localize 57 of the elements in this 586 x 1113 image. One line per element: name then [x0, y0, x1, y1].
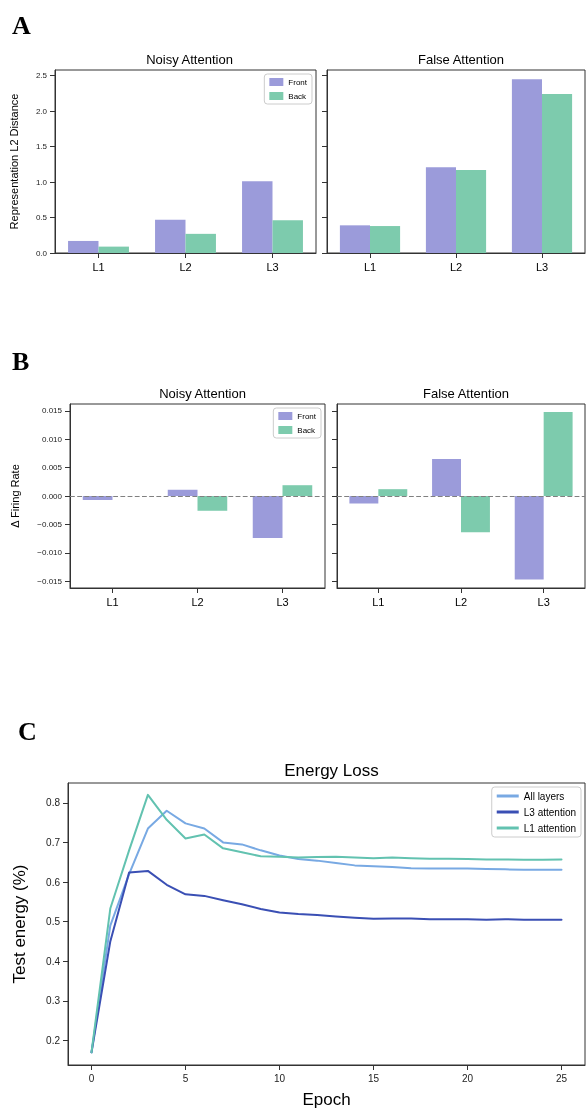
y-axis-title: Test energy (%)	[10, 864, 29, 984]
x-tick-label: 0	[88, 1072, 95, 1084]
y-tick-label: 0.3	[46, 995, 61, 1007]
chart-title: Noisy Attention	[159, 386, 246, 401]
y-tick-label: 0.000	[41, 491, 63, 501]
y-tick-label: 1.5	[35, 142, 48, 152]
x-tick-label: L3	[537, 595, 550, 608]
y-tick-label: −0.005	[37, 519, 63, 529]
chart-title: Energy Loss	[284, 761, 379, 780]
legend-label: Front	[297, 411, 317, 421]
legend-label: Front	[288, 77, 308, 87]
y-tick-label: 0.015	[41, 406, 63, 416]
x-tick-label: L1	[363, 260, 377, 273]
x-tick-label: L2	[191, 595, 204, 608]
y-tick-label: 0.7	[46, 836, 61, 848]
y-tick-label: 1.0	[35, 177, 48, 187]
text: A	[12, 10, 31, 40]
y-tick-label: 0.5	[46, 916, 61, 928]
text: B	[12, 346, 30, 376]
x-tick-label: L2	[449, 260, 463, 273]
x-tick-label: L1	[372, 595, 385, 608]
y-axis-title: Representation L2 Distance	[7, 93, 20, 230]
y-tick-label: 0.5	[35, 213, 48, 223]
x-tick-label: L3	[276, 595, 289, 608]
y-tick-label: −0.015	[37, 576, 63, 586]
x-tick-label: L1	[92, 260, 105, 273]
x-tick-label: L2	[454, 595, 468, 608]
y-tick-label: 0.4	[46, 955, 61, 967]
y-tick-label: 0.8	[46, 797, 61, 809]
x-tick-label: 10	[273, 1072, 286, 1084]
legend-label: Back	[297, 425, 317, 435]
text: C	[18, 716, 37, 746]
y-tick-label: 0.005	[41, 463, 63, 473]
chart-title: False Attention	[418, 52, 504, 67]
y-tick-label: 2.5	[35, 71, 48, 81]
x-tick-label: 20	[461, 1072, 474, 1084]
x-tick-label: L3	[266, 260, 279, 273]
y-tick-label: −0.010	[37, 548, 63, 558]
y-tick-label: 0.010	[41, 434, 63, 444]
y-tick-label: 0.0	[35, 248, 48, 258]
legend-label: All layers	[523, 790, 565, 802]
y-tick-label: 0.2	[46, 1034, 61, 1046]
x-tick-label: 25	[555, 1072, 568, 1084]
x-tick-label: 5	[182, 1072, 189, 1084]
chart-title: False Attention	[423, 386, 509, 401]
x-tick-label: L3	[535, 260, 549, 273]
chart-title: Noisy Attention	[146, 52, 233, 67]
x-tick-label: L2	[179, 260, 192, 273]
y-tick-label: 0.6	[46, 876, 61, 888]
y-axis-title: Δ Firing Rate	[8, 464, 21, 528]
y-tick-label: 2.0	[35, 106, 48, 116]
legend-label: Back	[288, 91, 308, 101]
legend-label: L3 attention	[523, 806, 576, 818]
legend-label: L1 attention	[523, 822, 576, 834]
x-axis-title: Epoch	[302, 1090, 351, 1109]
x-tick-label: L1	[106, 595, 119, 608]
x-tick-label: 15	[367, 1072, 380, 1084]
